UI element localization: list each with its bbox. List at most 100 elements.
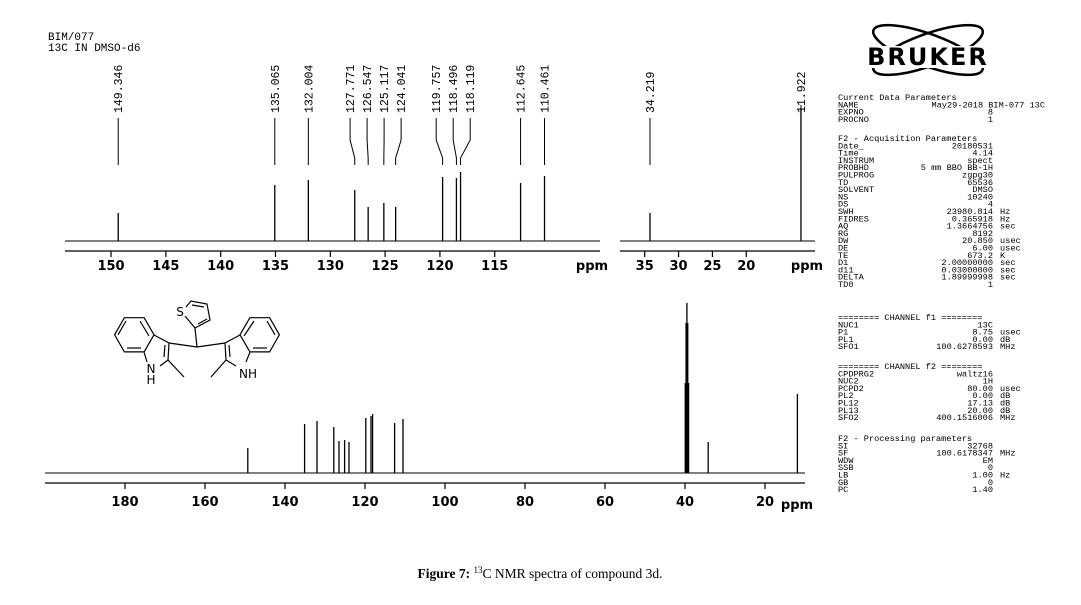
leader-line (452, 118, 457, 165)
param-name: PCPD2 (838, 384, 864, 394)
param-name: RG (838, 229, 848, 239)
x-tick-label: 25 (703, 259, 721, 274)
param-name: TD (838, 178, 848, 188)
peak-label: 127.771 (345, 65, 358, 113)
param-value: 0 (988, 478, 993, 488)
bond (224, 334, 241, 367)
section-title: ======== CHANNEL f2 ======== (838, 362, 982, 372)
param-name: NAME (838, 100, 859, 110)
peak-label: 118.119 (465, 65, 478, 113)
param-value: 1.00 (972, 471, 993, 481)
param-name: TD0 (838, 280, 853, 290)
param-name: FIDRES (838, 214, 869, 224)
param-unit: Hz (1000, 207, 1010, 217)
leader-line (349, 118, 356, 165)
param-name: DW (838, 236, 849, 246)
param-value: spect (967, 156, 993, 166)
bond (139, 320, 150, 337)
bond (197, 318, 208, 325)
param-name: EXPNO (838, 108, 864, 118)
bond (163, 344, 166, 358)
param-unit: sec (1000, 258, 1015, 268)
structure: S N H NH (113, 300, 281, 387)
x-tick-label: 20 (756, 495, 774, 510)
param-name: WDW (838, 456, 854, 466)
param-unit: Hz (1000, 214, 1010, 224)
param-value: May29-2018 BIM-077 13C (932, 100, 1045, 110)
bond (167, 359, 185, 378)
bond (153, 334, 170, 367)
param-value: 1.3664756 (947, 222, 993, 232)
peak-label: 132.004 (303, 65, 316, 113)
param-value: 0.00 (972, 335, 993, 345)
param-unit: usec (1000, 328, 1021, 338)
param-value: 1 (988, 280, 993, 290)
param-value: zgpg30 (962, 171, 993, 181)
section-title: Current Data Parameters (838, 93, 957, 103)
atom-label: S (176, 305, 184, 319)
bond (228, 344, 231, 358)
param-value: 20.850 (962, 236, 993, 246)
param-name: NS (838, 192, 848, 202)
leader-line (366, 118, 369, 165)
caption-text: C NMR spectra of compound 3d. (483, 566, 663, 581)
param-value: 0.03000000 (941, 265, 993, 275)
param-value: 400.1516006 (936, 413, 993, 423)
bond (194, 327, 198, 348)
param-name: PROCNO (838, 115, 869, 125)
leader-line (435, 118, 444, 165)
param-name: PROBHD (838, 163, 869, 173)
peak-label: 112.645 (516, 65, 529, 113)
bond (113, 317, 155, 353)
x-tick-label: 60 (596, 495, 614, 510)
param-value: 23980.814 (947, 207, 993, 217)
param-value: 8.75 (972, 328, 993, 338)
bond (196, 342, 226, 348)
param-unit: usec (1000, 384, 1021, 394)
param-value: 0.365918 (952, 214, 993, 224)
param-name: Time (838, 149, 859, 159)
caption-sup: 13 (474, 565, 484, 575)
bond (245, 351, 251, 363)
param-name: SFO1 (838, 342, 859, 352)
param-value: DMSO (972, 185, 993, 195)
section-title: F2 - Acquisition Parameters (838, 134, 977, 144)
peak-label: 110.461 (540, 65, 553, 113)
x-tick-label: 130 (317, 259, 344, 274)
param-name: PL2 (838, 391, 853, 401)
x-tick-label: 125 (372, 259, 399, 274)
param-value: 1H (983, 377, 993, 387)
param-name: SWH (838, 207, 853, 217)
bond (168, 342, 198, 348)
x-axis-label: ppm (576, 259, 608, 274)
param-value: 100.6278593 (936, 342, 993, 352)
peak-label: 118.496 (448, 65, 461, 113)
bond (143, 351, 148, 363)
param-value: EM (983, 456, 993, 466)
param-name: D1 (838, 258, 848, 268)
param-unit: usec (1000, 236, 1021, 246)
param-unit: Hz (1000, 471, 1010, 481)
param-name: SOLVENT (838, 185, 874, 195)
x-tick-label: 120 (351, 495, 378, 510)
param-value: 8192 (972, 229, 993, 239)
x-tick-label: 160 (191, 495, 218, 510)
param-name: LB (838, 471, 848, 481)
x-tick-label: 20 (737, 259, 755, 274)
x-tick-label: 100 (431, 495, 458, 510)
x-tick-label: 135 (262, 259, 289, 274)
bond (191, 304, 205, 308)
bond (239, 317, 281, 353)
param-name: TE (838, 251, 848, 261)
caption: Figure 7: 13C NMR spectra of compound 3d… (418, 565, 663, 581)
peak-label: 11.922 (796, 71, 809, 113)
param-unit: MHz (1000, 342, 1015, 352)
logo-bg (838, 46, 1018, 68)
atom-label: N (147, 362, 156, 376)
x-axis-label: ppm (791, 259, 823, 274)
param-value: 100.6178347 (936, 449, 993, 459)
param-unit: dB (1000, 391, 1010, 401)
atom-label: H (146, 373, 155, 387)
peak-label: 119.757 (431, 65, 444, 113)
